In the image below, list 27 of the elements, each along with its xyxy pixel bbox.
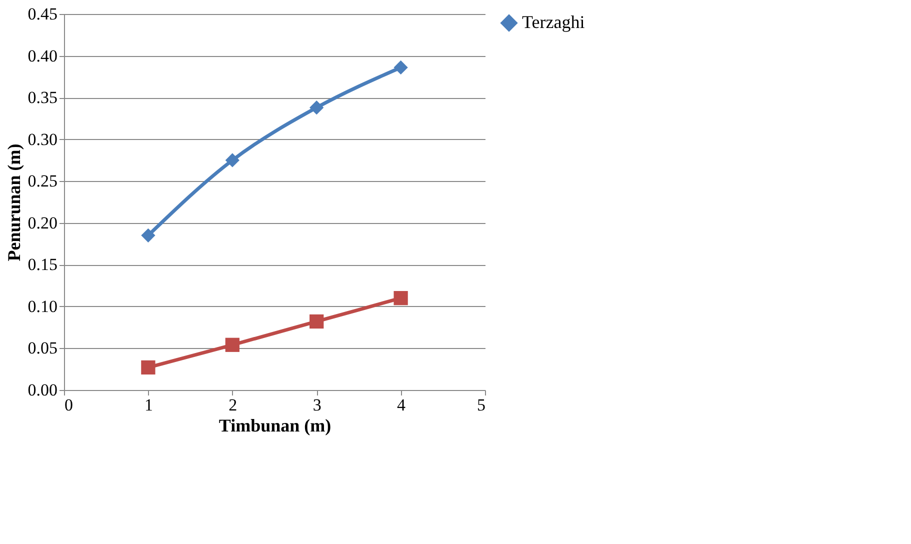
- y-tick-label: 0.10: [28, 296, 58, 316]
- y-tick-label: 0.05: [28, 338, 58, 358]
- y-tick-label: 0.45: [28, 4, 58, 24]
- point: [225, 338, 240, 352]
- x-tick-label: 3: [312, 396, 322, 414]
- x-tick-label: 5: [477, 396, 486, 414]
- point: [394, 291, 408, 306]
- point: [394, 60, 408, 75]
- y-tick-label: 0.15: [28, 255, 58, 274]
- y-tick-label: 0.00: [28, 380, 58, 400]
- x-axis-title: Timbunan (m): [218, 416, 332, 436]
- point: [225, 153, 240, 168]
- y-tick-label: 0.30: [28, 130, 58, 149]
- y-tick-label: 0.20: [28, 213, 58, 232]
- y-tick-label: 0.25: [28, 172, 58, 191]
- point: [141, 360, 156, 375]
- point: [310, 100, 324, 115]
- legend-label: Terzaghi: [522, 12, 585, 32]
- x-tick-label: 4: [397, 396, 406, 414]
- y-tick-label: 0.35: [28, 88, 58, 108]
- x-tick-label: 1: [144, 396, 153, 414]
- point: [310, 314, 324, 329]
- x-tick-label: 2: [228, 396, 238, 414]
- y-axis-title: Penurunan (m): [4, 144, 24, 262]
- point: [141, 228, 156, 242]
- x-tick-label: 0: [64, 396, 73, 414]
- y-tick-label: 0.40: [28, 46, 58, 66]
